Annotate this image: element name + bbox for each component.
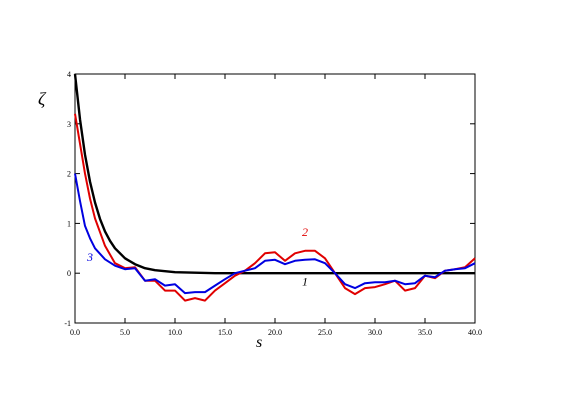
series-layer	[73, 73, 476, 302]
y-axis-label: ζ	[38, 89, 47, 109]
y-tick-label: 0	[67, 269, 71, 278]
x-axis-label: s	[256, 334, 262, 351]
series-line-3	[74, 173, 476, 295]
plot-frame	[74, 73, 476, 324]
y-tick-label: 3	[67, 120, 71, 129]
y-tick-label: 4	[67, 70, 71, 79]
y-tick-label: 2	[67, 170, 71, 179]
curve-label-2: 2	[302, 225, 308, 239]
x-tick-label: 5.0	[120, 328, 130, 337]
x-tick-label: 10.0	[168, 328, 182, 337]
y-tick-label: -1	[64, 319, 71, 328]
x-tick-label: 40.0	[468, 328, 482, 337]
x-tick-label: 0.0	[70, 328, 80, 337]
x-tick-label: 35.0	[418, 328, 432, 337]
curve-label-3: 3	[86, 250, 93, 264]
series-line-1	[73, 73, 475, 275]
annotation-layer: 1 2 3	[86, 225, 308, 289]
x-tick-label: 20.0	[268, 328, 282, 337]
x-axis-ticks: 0.0 5.0 10.0 15.0 20.0 25.0 30.0 35.0 40.0	[70, 74, 482, 337]
curve-label-1: 1	[302, 275, 308, 289]
y-tick-label: 1	[67, 219, 71, 228]
x-tick-label: 30.0	[368, 328, 382, 337]
x-tick-label: 25.0	[318, 328, 332, 337]
x-tick-label: 15.0	[218, 328, 232, 337]
